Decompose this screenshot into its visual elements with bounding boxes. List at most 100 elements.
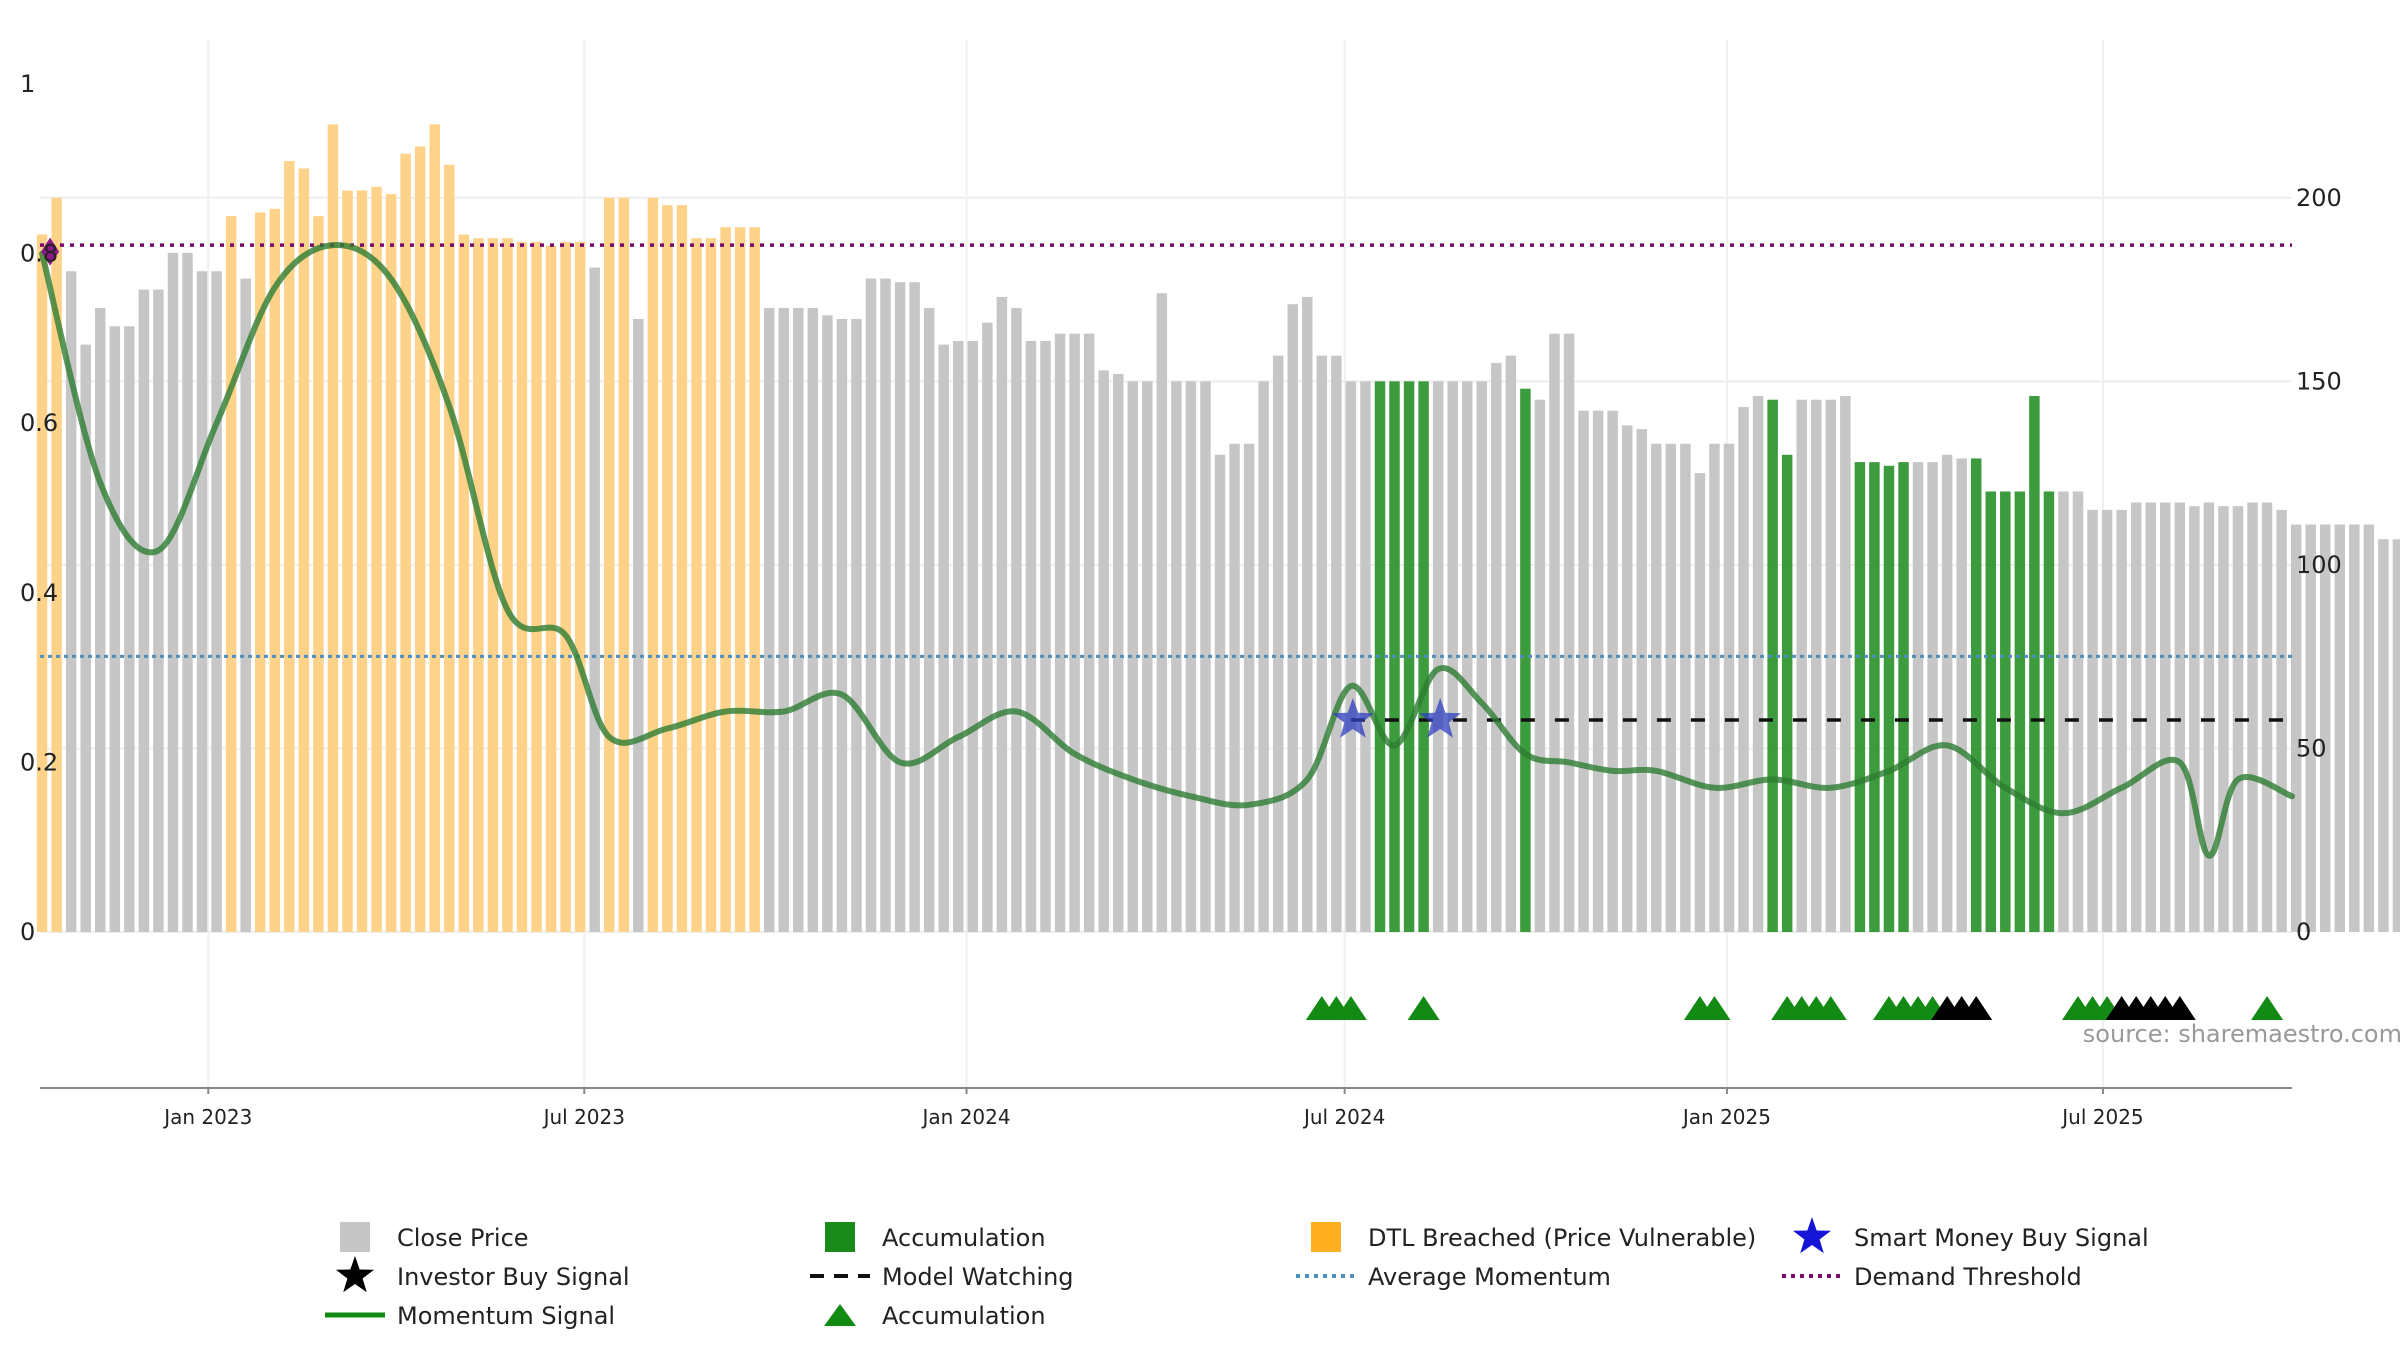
- source-label: source: sharemaestro.com: [2083, 1020, 2400, 1048]
- dtl-breached-bar: [618, 197, 630, 932]
- close-price-bar: [836, 318, 848, 932]
- legend-item: Accumulation: [824, 1302, 1046, 1330]
- close-price-bar: [1229, 443, 1240, 932]
- close-price-bar: [2189, 506, 2200, 932]
- close-price-bar: [1796, 399, 1807, 932]
- close-price-bar: [793, 307, 804, 932]
- close-price-bar: [923, 307, 935, 932]
- close-price-bar: [2218, 506, 2229, 932]
- dtl-breached-bar: [254, 212, 266, 932]
- dtl-breached-bar: [647, 197, 659, 932]
- close-price-bar: [2320, 524, 2331, 932]
- close-price-bar: [1272, 355, 1284, 932]
- dtl-breached-bar: [51, 197, 62, 932]
- dtl-breached-bar: [560, 241, 571, 933]
- close-price-bar: [2378, 539, 2389, 932]
- close-price-bar: [196, 271, 208, 932]
- legend-label: Close Price: [397, 1224, 529, 1252]
- axes: Jan 2023 Jul 2023 Jan 2024 Jul 2024 Jan 2025…: [20, 70, 2342, 1129]
- legend-item: Demand Threshold: [1782, 1263, 2082, 1291]
- close-price-bar: [1447, 381, 1458, 932]
- close-price-bar: [1621, 425, 1633, 932]
- close-price-bar: [763, 307, 775, 932]
- left-tick-label: 0.8: [20, 240, 58, 268]
- close-price-bar: [138, 289, 150, 932]
- legend-item: Close Price: [340, 1222, 529, 1252]
- accumulation-bar: [2043, 491, 2055, 932]
- close-price-bar: [2087, 509, 2098, 932]
- close-price-bar: [851, 318, 862, 932]
- smart-money-buy-star: [1332, 698, 1374, 738]
- close-price-bar: [1127, 381, 1138, 932]
- close-price-bar: [1709, 443, 1720, 932]
- close-price-bar: [1258, 381, 1269, 932]
- close-price-bar: [1156, 293, 1168, 932]
- close-price-bar: [1316, 355, 1328, 932]
- close-price-bar: [1069, 333, 1080, 933]
- close-price-bar: [1025, 340, 1037, 932]
- dtl-breached-bar: [487, 238, 499, 932]
- right-tick-label: 150: [2296, 367, 2342, 395]
- dtl-breached-bar: [429, 124, 440, 932]
- dtl-breached-bar: [734, 227, 746, 933]
- close-price-bar: [1607, 410, 1618, 932]
- close-price-bar: [938, 344, 949, 932]
- close-price-bar: [2247, 502, 2258, 932]
- close-price-bar: [1563, 333, 1575, 933]
- dtl-breached-bar: [414, 146, 426, 932]
- close-price-bar: [1302, 296, 1313, 933]
- accumulation-bar: [1520, 388, 1531, 932]
- close-price-bar: [2334, 524, 2346, 932]
- accumulation-bar: [1418, 381, 1429, 932]
- legend-label: Momentum Signal: [397, 1302, 615, 1330]
- close-price-bar: [2305, 524, 2316, 932]
- close-price-bar: [80, 344, 91, 932]
- close-price-bar: [1534, 399, 1546, 932]
- close-price-bar: [2290, 524, 2302, 932]
- close-price-bar: [1927, 462, 1938, 932]
- close-price-bar: [1636, 429, 1647, 932]
- close-price-bar: [1054, 333, 1066, 933]
- dtl-breached-bar: [225, 216, 237, 933]
- close-price-bar: [2174, 502, 2186, 932]
- dtl-breached-bar: [603, 197, 615, 932]
- close-price-bar: [1331, 355, 1342, 932]
- right-tick-label: 100: [2296, 551, 2342, 579]
- close-price-bar: [1680, 443, 1691, 932]
- dtl-breached-bar: [313, 216, 324, 933]
- dtl-breached-bar: [705, 238, 717, 932]
- close-price-bar: [1505, 355, 1517, 932]
- dtl-breached-bar: [574, 241, 586, 933]
- x-tick-label: Jul 2025: [2060, 1105, 2143, 1129]
- demand-threshold-diamond: [41, 237, 60, 266]
- close-price-bar: [1941, 454, 1953, 932]
- legend-swatch-square: [825, 1222, 855, 1252]
- signal-lines: [39, 242, 2295, 859]
- accumulation-bar: [1781, 454, 1793, 932]
- close-price-bar: [880, 278, 891, 933]
- close-price-bar: [1956, 458, 1967, 932]
- close-price-bar: [2160, 502, 2171, 932]
- close-price-bar: [1825, 399, 1837, 932]
- close-price-bar: [1840, 396, 1851, 932]
- legend-swatch-star: [1793, 1217, 1831, 1254]
- close-price-bar: [1214, 454, 1226, 932]
- x-tick-label: Jul 2024: [1302, 1105, 1385, 1129]
- right-tick-label: 200: [2296, 184, 2342, 212]
- close-price-bar: [633, 318, 644, 932]
- close-price-bar: [909, 282, 920, 932]
- dtl-breached-bar: [371, 186, 382, 933]
- close-price-bar: [1491, 362, 1502, 932]
- accumulation-bar: [1767, 399, 1778, 932]
- left-tick-label: 0.4: [20, 579, 58, 607]
- legend-label: DTL Breached (Price Vulnerable): [1368, 1224, 1756, 1252]
- close-price-bar: [2116, 509, 2127, 932]
- close-price-bar: [2261, 502, 2273, 932]
- accumulation-triangle: [1698, 996, 1731, 1020]
- momentum-signal-line: [39, 242, 2295, 859]
- legend-item: Accumulation: [825, 1222, 1046, 1252]
- dtl-breached-bar: [385, 194, 397, 932]
- dtl-breached-bar: [662, 205, 673, 933]
- dtl-breached-bar: [502, 238, 513, 932]
